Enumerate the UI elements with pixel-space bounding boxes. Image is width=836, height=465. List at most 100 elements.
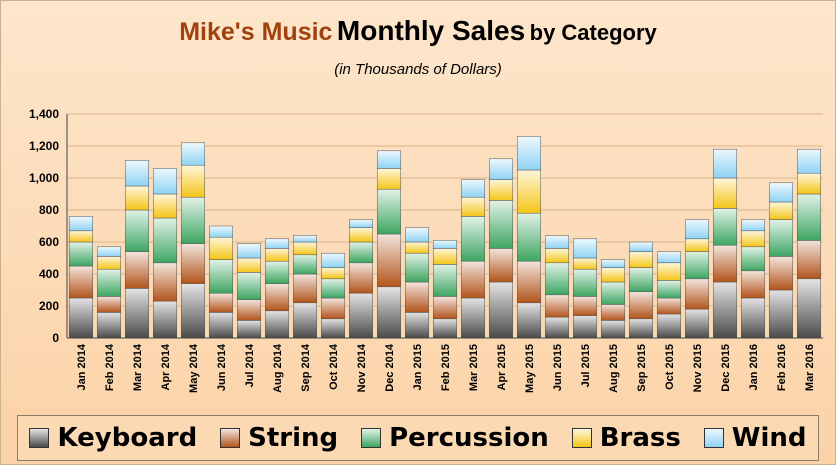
bar-brass-24 [740,230,766,248]
bar-percussion-19 [600,281,626,305]
bar-keyboard-21 [656,313,682,339]
bar-wind-7 [264,238,290,249]
bar-wind-19 [600,259,626,268]
bar-wind-5 [208,225,234,238]
bar-keyboard-15 [488,281,514,339]
bar-string-9 [320,297,346,320]
bar-percussion-9 [320,278,346,299]
bar-keyboard-9 [320,318,346,339]
bar-keyboard-0 [68,297,94,339]
x-tick-label: Aug 2015 [608,344,620,393]
chart-subtitle: (in Thousands of Dollars) [334,61,502,78]
bar-brass-3 [152,193,178,219]
bar-wind-18 [572,238,598,259]
x-tick-label: Feb 2016 [776,344,788,391]
bar-string-24 [740,270,766,299]
bar-wind-12 [404,227,430,243]
bar-string-20 [628,291,654,320]
bar-percussion-0 [68,241,94,267]
bar-string-15 [488,248,514,283]
bar-percussion-11 [376,188,402,235]
bar-percussion-20 [628,267,654,292]
bar-keyboard-23 [712,281,738,339]
bar-wind-9 [320,252,346,268]
title-main: Monthly Sales [336,15,526,46]
bar-percussion-7 [264,260,290,284]
bar-string-5 [208,292,234,313]
bar-brass-10 [348,227,374,243]
x-tick-label: Nov 2015 [692,344,704,392]
bar-percussion-16 [516,212,542,262]
bar-brass-8 [292,241,318,256]
bar-keyboard-14 [460,297,486,339]
bar-string-3 [152,262,178,302]
bar-string-11 [376,233,402,288]
bar-brass-9 [320,267,346,280]
legend-label: Wind [731,423,807,453]
bar-wind-15 [488,158,514,180]
x-tick-label: Nov 2014 [356,343,368,392]
x-tick-label: Jun 2015 [552,344,564,391]
bar-keyboard-18 [572,315,598,339]
bar-keyboard-11 [376,286,402,339]
bar-percussion-15 [488,200,514,249]
bar-brass-5 [208,236,234,260]
x-tick-label: Jan 2014 [76,343,88,390]
bar-wind-24 [740,219,766,232]
bar-brass-19 [600,267,626,283]
bar-percussion-8 [292,254,318,275]
bar-keyboard-6 [236,320,262,339]
legend-item-keyboard: Keyboard [29,423,197,453]
x-tick-label: Jun 2014 [216,343,228,391]
chart-legend: Keyboard String Percussion Brass Wind [17,415,819,461]
bar-brass-0 [68,230,94,243]
bar-percussion-1 [96,268,122,297]
legend-label: Keyboard [57,423,198,453]
bar-keyboard-22 [684,308,710,339]
x-tick-label: Feb 2014 [104,343,116,391]
bar-string-10 [348,262,374,294]
bar-brass-23 [712,177,738,209]
bar-percussion-6 [236,272,262,300]
bar-wind-0 [68,216,94,232]
stacked-bar-chart: 0 200 400 600 800 1,000 1,200 1,400 Jan 2014 Feb … [29,107,823,393]
x-tick-label: Sep 2015 [636,344,648,392]
legend-item-percussion: Percussion [361,423,549,453]
bar-keyboard-26 [796,278,822,339]
legend-item-brass: Brass [571,423,681,453]
x-tick-label: Oct 2015 [664,344,676,390]
bar-percussion-24 [740,246,766,272]
bar-string-13 [432,296,458,320]
bar-brass-22 [684,238,710,252]
bar-brass-17 [544,248,570,264]
bar-wind-4 [180,142,206,166]
chart-title: Mike's Music Monthly Sales by Category [1,15,835,47]
bar-percussion-12 [404,252,430,283]
bar-brass-2 [124,185,150,211]
bar-keyboard-17 [544,316,570,339]
bar-string-8 [292,273,318,304]
bar-string-2 [124,251,150,289]
bar-keyboard-8 [292,302,318,339]
x-tick-label: Jul 2014 [244,343,256,387]
y-tick-label: 1,000 [29,171,59,185]
legend-swatch [220,428,241,448]
x-tick-label: May 2014 [188,343,200,393]
bar-string-18 [572,296,598,316]
bar-brass-11 [376,168,402,190]
bar-percussion-4 [180,196,206,244]
y-tick-label: 0 [52,331,59,345]
bar-brass-6 [236,257,262,273]
bar-keyboard-20 [628,318,654,339]
y-tick-label: 200 [39,299,59,313]
x-tick-label: Mar 2016 [804,344,816,391]
title-brand: Mike's Music [179,18,333,46]
x-tick-label: Apr 2015 [496,344,508,390]
y-tick-label: 400 [39,267,59,281]
bar-brass-21 [656,262,682,281]
bar-percussion-5 [208,259,234,294]
bar-wind-22 [684,219,710,240]
bar-wind-20 [628,241,654,252]
bar-keyboard-25 [768,289,794,339]
bar-percussion-10 [348,241,374,264]
